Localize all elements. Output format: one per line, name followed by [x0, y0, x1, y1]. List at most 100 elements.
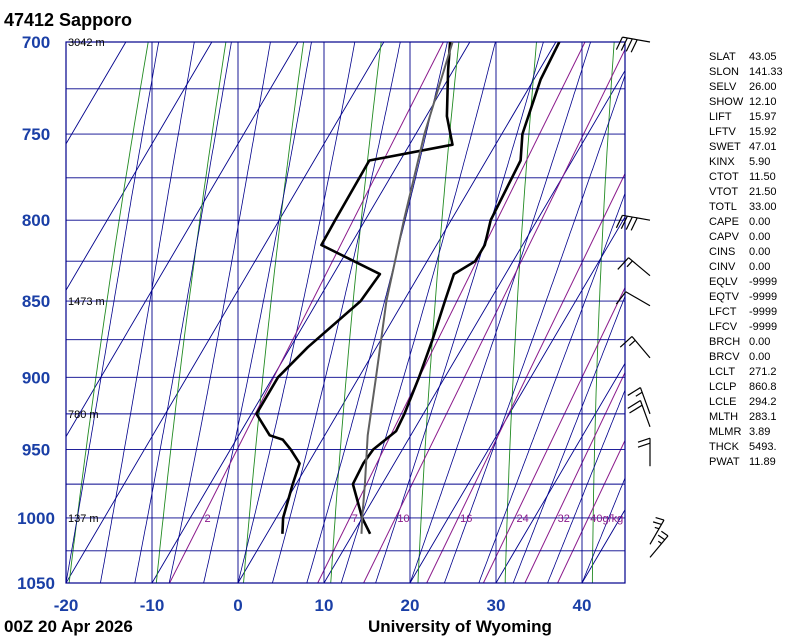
index-name: CAPE [709, 216, 739, 228]
temperature-tick-label: -20 [54, 596, 79, 615]
index-value: 15.97 [749, 111, 777, 123]
wind-barb [619, 336, 651, 359]
index-row-mlth: MLTH 283.1 [709, 410, 783, 425]
index-name: LIFT [709, 111, 732, 123]
index-name: LFTV [709, 126, 736, 138]
index-row-brcv: BRCV 0.00 [709, 350, 783, 365]
moist-adiabat-line [478, 192, 625, 583]
index-value: 0.00 [749, 351, 771, 363]
index-row-ctot: CTOT 11.50 [709, 170, 783, 185]
index-value: 43.05 [749, 51, 777, 63]
index-value: 11.50 [749, 171, 776, 183]
index-row-capv: CAPV 0.00 [709, 230, 783, 245]
isotherm-line [495, 362, 625, 583]
index-value: 0.00 [749, 246, 771, 258]
mixing-ratio-label: 10 [397, 513, 409, 525]
moist-adiabat-line [66, 42, 160, 583]
index-name: BRCV [709, 351, 740, 363]
index-value: 5493. [749, 441, 777, 453]
index-value: -9999 [749, 321, 778, 333]
dewpoint-profile-line [351, 42, 561, 535]
index-row-lclp: LCLP 860.8 [709, 380, 783, 395]
pressure-tick-label: 700 [22, 33, 50, 52]
index-name: LCLE [709, 396, 737, 408]
index-value: 0.00 [749, 336, 771, 348]
index-row-lcle: LCLE 294.2 [709, 395, 783, 410]
index-name: THCK [709, 441, 739, 453]
parcel-profile-line [360, 42, 454, 534]
isotherm-line [151, 42, 471, 583]
height-label: 137 m [68, 513, 99, 525]
index-value: -9999 [749, 291, 778, 303]
index-name: BRCH [709, 336, 741, 348]
pressure-tick-label: 800 [22, 211, 50, 230]
temperature-tick-label: 40 [573, 596, 592, 615]
index-row-lfct: LFCT -9999 [709, 305, 783, 320]
dry-adiabat-line [591, 42, 615, 583]
index-value: 5.90 [749, 156, 771, 168]
isotherm-line [66, 42, 127, 145]
observation-date: 00Z 20 Apr 2026 [4, 617, 133, 636]
pressure-tick-label: 1050 [17, 574, 55, 593]
index-name: MLTH [709, 411, 739, 423]
wind-barb [627, 387, 651, 415]
temperature-tick-label: 30 [487, 596, 506, 615]
wind-barb [615, 36, 651, 53]
index-value: 0.00 [749, 231, 771, 243]
index-value: 294.2 [749, 396, 777, 408]
index-row-kinx: KINX 5.90 [709, 155, 783, 170]
index-name: TOTL [709, 201, 737, 213]
index-row-mlmr: MLMR 3.89 [709, 425, 783, 440]
wind-barb [615, 291, 651, 307]
index-row-lftv: LFTV 15.92 [709, 125, 783, 140]
moist-adiabat-line [306, 42, 448, 583]
index-value: -9999 [749, 276, 778, 288]
index-name: CAPV [709, 231, 739, 243]
mixing-ratio-line [524, 371, 625, 583]
mixing-ratio-label: 24 [516, 513, 528, 525]
index-row-vtot: VTOT 21.50 [709, 185, 783, 200]
index-value: 47.01 [749, 141, 777, 153]
index-name: LFCT [709, 306, 737, 318]
moist-adiabat-line [547, 389, 625, 583]
moist-adiabat-line [581, 476, 625, 583]
index-value: 0.00 [749, 261, 771, 273]
pressure-tick-label: 750 [22, 125, 50, 144]
index-value: 33.00 [749, 201, 777, 213]
wind-barb [615, 214, 651, 231]
isotherm-line [409, 216, 625, 583]
index-name: EQLV [709, 276, 738, 288]
index-value: 141.33 [749, 66, 783, 78]
index-row-eqtv: EQTV -9999 [709, 290, 783, 305]
dry-adiabat-line [155, 42, 227, 583]
index-name: SLAT [709, 51, 736, 63]
moist-adiabat-line [134, 42, 232, 583]
index-row-slon: SLON 141.33 [709, 65, 783, 80]
index-name: LFCV [709, 321, 738, 333]
dry-adiabat-line [679, 32, 692, 583]
isotherm-line [323, 69, 625, 583]
plot-frame [65, 41, 626, 584]
temperature-tick-label: 20 [401, 596, 420, 615]
index-value: 283.1 [749, 411, 777, 423]
index-value: 26.00 [749, 81, 777, 93]
data-source: University of Wyoming [368, 617, 552, 636]
index-value: 3.89 [749, 426, 771, 438]
index-row-lift: LIFT 15.97 [709, 110, 783, 125]
pressure-tick-label: 900 [22, 368, 50, 387]
index-row-pwat: PWAT 11.89 [709, 455, 783, 470]
station-title: 47412 Sapporo [4, 10, 133, 30]
index-name: SELV [709, 81, 737, 93]
moist-adiabat-line [375, 42, 544, 583]
isotherm-line [66, 42, 385, 583]
index-name: EQTV [709, 291, 739, 303]
mixing-ratio-label: 32 [558, 513, 570, 525]
wind-barb [627, 399, 651, 428]
index-value: -9999 [749, 306, 778, 318]
index-name: MLMR [709, 426, 742, 438]
index-row-brch: BRCH 0.00 [709, 335, 783, 350]
index-name: SHOW [709, 96, 744, 108]
moist-adiabat-line [444, 74, 625, 583]
index-row-cinv: CINV 0.00 [709, 260, 783, 275]
dry-adiabat-line [243, 42, 305, 583]
